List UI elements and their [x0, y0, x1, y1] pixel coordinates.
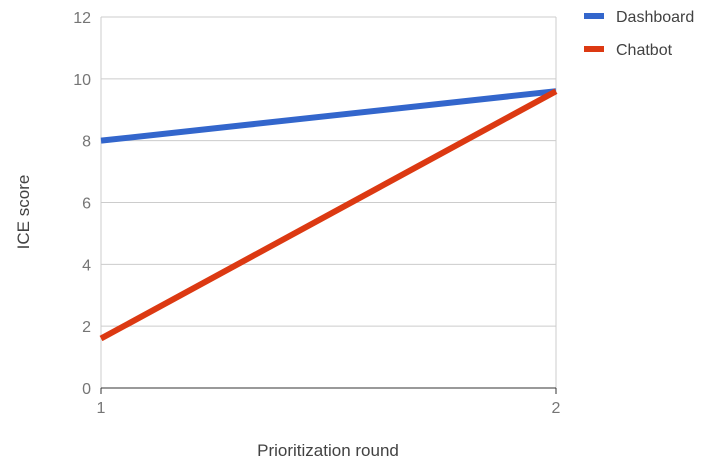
- y-tick-label: 6: [82, 196, 91, 213]
- x-tick-label: 1: [97, 400, 106, 417]
- y-tick-label: 4: [82, 257, 91, 274]
- y-tick-label: 12: [73, 10, 91, 27]
- legend: Dashboard Chatbot: [584, 9, 694, 59]
- y-axis-title: ICE score: [14, 175, 33, 250]
- gridlines: [100, 16, 557, 388]
- x-tick-label: 2: [552, 400, 561, 417]
- series-lines: [99, 88, 558, 342]
- series-line-chatbot: [99, 88, 558, 342]
- y-axis-ticks: 0 2 4 6 8 10 12: [73, 10, 91, 398]
- legend-label: Dashboard: [616, 9, 694, 26]
- legend-label: Chatbot: [616, 42, 673, 59]
- legend-swatch-dashboard: [584, 13, 604, 19]
- y-tick-label: 10: [73, 72, 91, 89]
- y-tick-label: 2: [82, 319, 91, 336]
- y-tick-label: 8: [82, 134, 91, 151]
- y-tick-label: 0: [82, 381, 91, 398]
- series-line-dashboard: [100, 88, 557, 144]
- x-axis-title: Prioritization round: [257, 441, 399, 460]
- legend-swatch-chatbot: [584, 46, 604, 52]
